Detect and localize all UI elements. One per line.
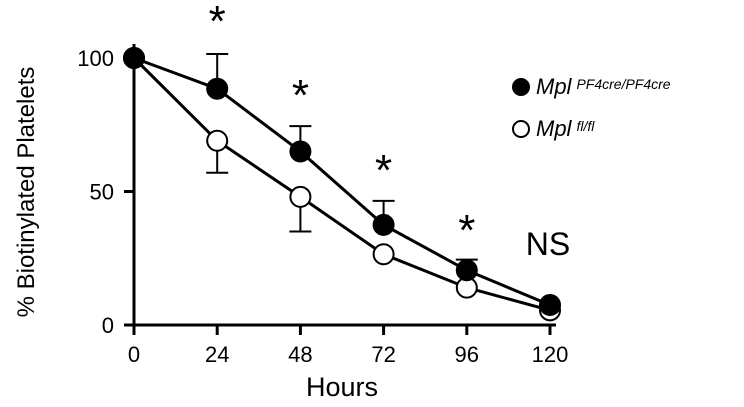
open-data-point	[372, 243, 395, 266]
y-tick-label: 0	[102, 313, 114, 338]
series-mpl-pf4cre	[123, 47, 561, 316]
x-tick-label: 48	[288, 342, 312, 367]
significance-annotations: * * * * NS	[209, 0, 571, 262]
filled-data-point	[455, 259, 478, 282]
x-tick-label: 0	[128, 342, 140, 367]
legend-label-mpl-pf4cre: Mpl	[536, 74, 572, 99]
significance-asterisk: *	[375, 146, 392, 195]
series-line	[132, 56, 551, 312]
filled-data-point	[289, 140, 312, 163]
not-significant-label: NS	[526, 226, 570, 262]
filled-data-point	[123, 47, 145, 69]
y-axis-label: % Biotinylated Platelets	[13, 67, 40, 318]
legend-entry-mpl-fl-fl: Mpl fl/fl	[504, 116, 595, 142]
filled-data-point	[206, 77, 229, 100]
legend-label-mpl-fl-fl: Mpl	[536, 116, 572, 141]
significance-asterisk: *	[292, 71, 309, 120]
series-line	[133, 56, 551, 307]
y-tick-label: 50	[90, 180, 114, 205]
legend-superscript-pf4cre: PF4cre/PF4cre	[576, 76, 671, 92]
x-axis-label: Hours	[306, 372, 378, 402]
open-data-point	[206, 129, 229, 152]
filled-data-point	[372, 213, 395, 236]
filled-data-point	[539, 293, 561, 316]
series-mpl-fl-fl	[123, 47, 561, 322]
x-tick-label: 96	[455, 342, 479, 367]
significance-asterisk: *	[209, 0, 226, 46]
x-tick-label: 24	[205, 342, 229, 367]
filled-circle-marker-icon	[504, 78, 538, 96]
axes: 0 24 48 72 96 120 0 50 100 Hours % Biotinylated Pl…	[13, 44, 568, 402]
significance-asterisk: *	[458, 206, 475, 255]
open-circle-marker-icon	[504, 120, 538, 138]
legend-entry-mpl-pf4cre: Mpl PF4cre/PF4cre	[504, 74, 671, 100]
y-tick-label: 100	[77, 46, 114, 71]
x-tick-label: 72	[371, 342, 395, 367]
legend-superscript-fl-fl: fl/fl	[576, 118, 595, 134]
open-data-point	[289, 185, 312, 208]
x-tick-label: 120	[532, 342, 569, 367]
